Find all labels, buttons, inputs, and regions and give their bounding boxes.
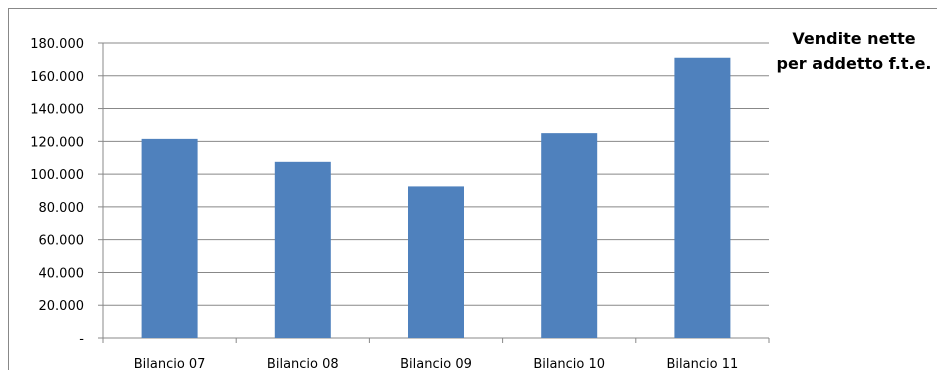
bar <box>141 138 198 338</box>
chart-title-line-1: Vendite nette <box>792 29 916 48</box>
x-tick-label: Bilancio 09 <box>400 357 472 372</box>
chart-title-line-2: per addetto f.t.e. <box>776 54 932 73</box>
bar <box>408 186 464 338</box>
y-tick-label: 100.000 <box>30 168 84 183</box>
y-tick-label: 120.000 <box>30 135 84 150</box>
y-tick-label: 80.000 <box>39 201 85 216</box>
bar <box>674 57 731 338</box>
y-tick-label: - <box>79 332 84 347</box>
x-tick-label: Bilancio 10 <box>533 357 605 372</box>
y-tick-label: 40.000 <box>39 266 85 281</box>
x-tick-label: Bilancio 11 <box>667 357 739 372</box>
bar <box>541 133 598 338</box>
y-tick-label: 20.000 <box>39 299 85 314</box>
bar <box>274 161 331 338</box>
x-tick-label: Bilancio 07 <box>134 357 206 372</box>
y-tick-label: 160.000 <box>30 70 84 85</box>
y-tick-label: 180.000 <box>30 37 84 52</box>
y-tick-label: 140.000 <box>30 103 84 118</box>
x-tick-label: Bilancio 08 <box>267 357 339 372</box>
y-tick-label: 60.000 <box>39 234 85 249</box>
chart-title: Vendite nette per addetto f.t.e. <box>770 26 938 76</box>
